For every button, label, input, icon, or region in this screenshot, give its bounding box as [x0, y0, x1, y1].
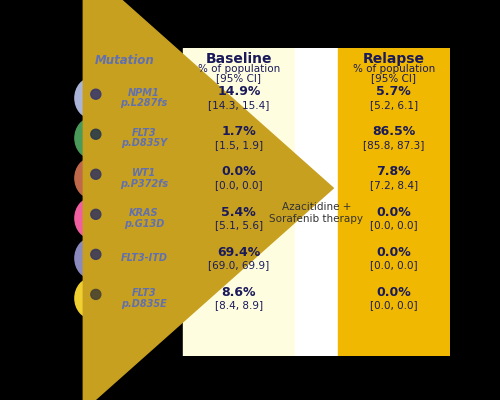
Text: % of population: % of population	[352, 64, 435, 74]
Text: Mutation: Mutation	[94, 54, 154, 67]
Text: p.L287fs: p.L287fs	[120, 98, 168, 108]
Text: p.G13D: p.G13D	[124, 218, 164, 228]
Ellipse shape	[75, 278, 109, 318]
Text: 0.0%: 0.0%	[376, 286, 411, 298]
Text: 8.6%: 8.6%	[222, 286, 256, 298]
Text: p.D835E: p.D835E	[121, 299, 167, 309]
Text: 5.4%: 5.4%	[222, 206, 256, 218]
Ellipse shape	[91, 89, 101, 99]
Text: FLT3: FLT3	[132, 128, 156, 138]
Text: FLT3: FLT3	[132, 288, 156, 298]
Text: % of population: % of population	[198, 64, 280, 74]
Text: 0.0%: 0.0%	[222, 166, 256, 178]
Text: [5.2, 6.1]: [5.2, 6.1]	[370, 100, 418, 110]
Text: [0.0, 0.0]: [0.0, 0.0]	[370, 260, 418, 270]
Text: [8.4, 8.9]: [8.4, 8.9]	[215, 300, 263, 310]
Text: [7.2, 8.4]: [7.2, 8.4]	[370, 180, 418, 190]
Bar	[182, 48, 295, 356]
Text: [95% CI]: [95% CI]	[372, 73, 416, 83]
Bar	[338, 48, 450, 356]
Text: Relapse: Relapse	[363, 52, 425, 66]
Text: 69.4%: 69.4%	[217, 246, 260, 258]
Text: [0.0, 0.0]: [0.0, 0.0]	[370, 220, 418, 230]
Text: [0.0, 0.0]: [0.0, 0.0]	[370, 300, 418, 310]
Ellipse shape	[75, 78, 109, 118]
Ellipse shape	[91, 209, 101, 219]
Text: 86.5%: 86.5%	[372, 126, 416, 138]
Ellipse shape	[75, 238, 109, 278]
Text: [95% CI]: [95% CI]	[216, 73, 262, 83]
Ellipse shape	[91, 129, 101, 139]
Text: 14.9%: 14.9%	[217, 85, 260, 98]
Ellipse shape	[91, 289, 101, 300]
Text: NPM1: NPM1	[128, 88, 160, 98]
Text: [14.3, 15.4]: [14.3, 15.4]	[208, 100, 270, 110]
Text: Azacitidine +
Sorafenib therapy: Azacitidine + Sorafenib therapy	[270, 202, 364, 224]
Text: [0.0, 0.0]: [0.0, 0.0]	[215, 180, 262, 190]
Text: [69.0, 69.9]: [69.0, 69.9]	[208, 260, 270, 270]
Ellipse shape	[75, 158, 109, 198]
Text: Baseline: Baseline	[206, 52, 272, 66]
Text: [85.8, 87.3]: [85.8, 87.3]	[363, 140, 424, 150]
Text: KRAS: KRAS	[129, 208, 158, 218]
Text: WT1: WT1	[132, 168, 156, 178]
Ellipse shape	[91, 169, 101, 179]
Text: 0.0%: 0.0%	[376, 246, 411, 258]
Ellipse shape	[75, 118, 109, 158]
Text: 1.7%: 1.7%	[222, 126, 256, 138]
Text: [5.1, 5.6]: [5.1, 5.6]	[215, 220, 263, 230]
Text: 7.8%: 7.8%	[376, 166, 411, 178]
Ellipse shape	[75, 198, 109, 238]
Text: 5.7%: 5.7%	[376, 85, 411, 98]
Text: [1.5, 1.9]: [1.5, 1.9]	[215, 140, 263, 150]
Bar	[295, 48, 338, 356]
Text: 0.0%: 0.0%	[376, 206, 411, 218]
Text: p.P372fs: p.P372fs	[120, 178, 168, 188]
Ellipse shape	[91, 249, 101, 259]
Text: p.D835Y: p.D835Y	[121, 138, 167, 148]
Text: FLT3-ITD: FLT3-ITD	[120, 253, 168, 263]
